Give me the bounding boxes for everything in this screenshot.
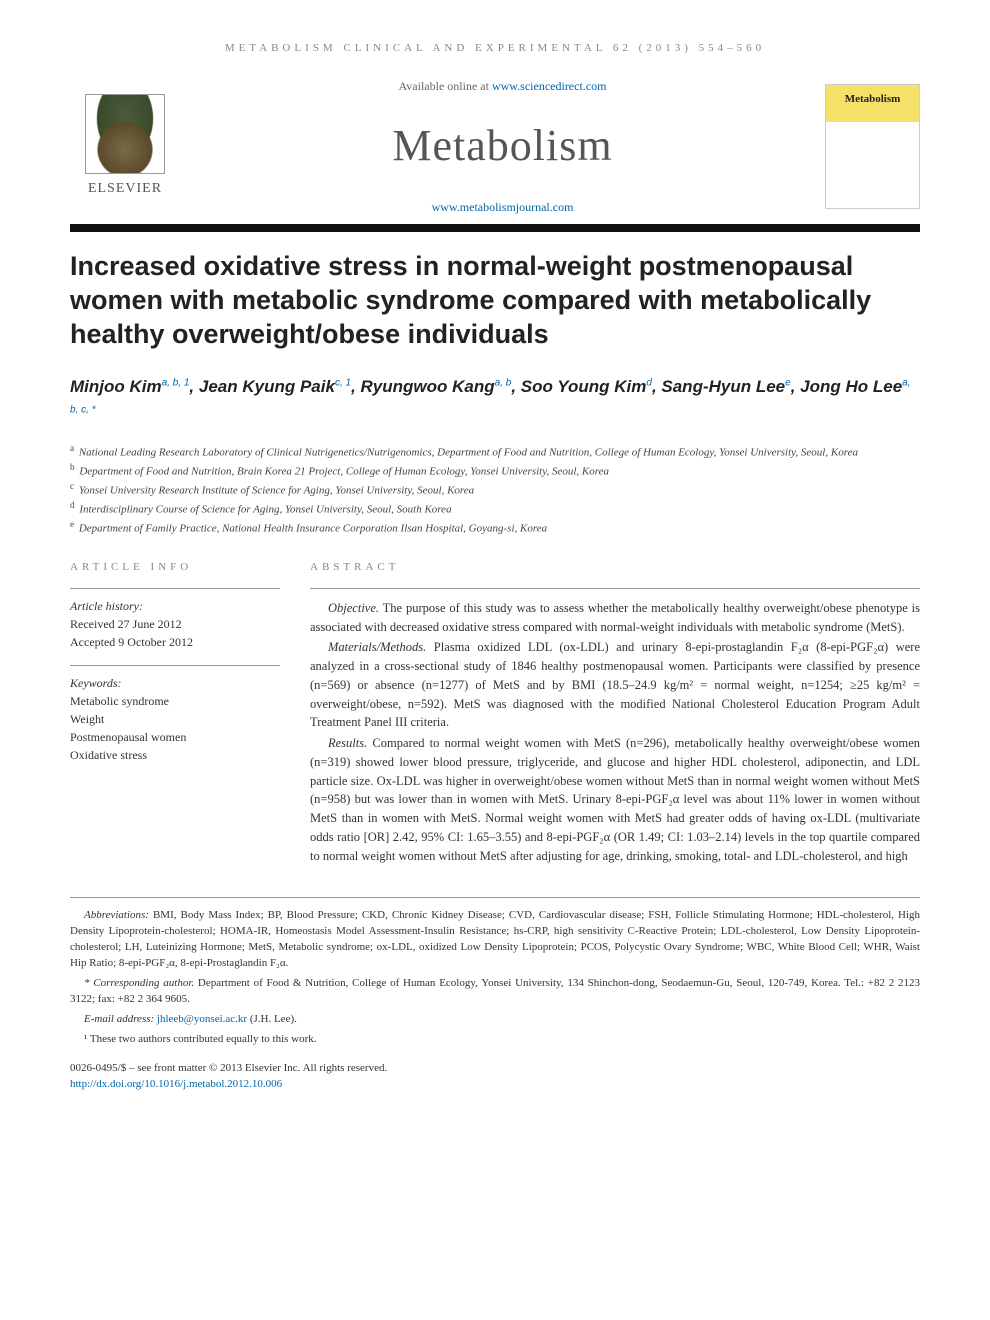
corresponding-author: * Corresponding author. Department of Fo… — [70, 976, 920, 1008]
author: Ryungwoo Kanga, b — [361, 377, 512, 396]
keywords-list: Metabolic syndromeWeightPostmenopausal w… — [70, 692, 280, 764]
running-head: METABOLISM CLINICAL AND EXPERIMENTAL 62 … — [70, 40, 920, 57]
email-label: E-mail address: — [84, 1013, 154, 1025]
keyword: Weight — [70, 710, 280, 728]
dark-rule — [70, 224, 920, 232]
keywords-label: Keywords: — [70, 674, 280, 692]
keyword: Metabolic syndrome — [70, 692, 280, 710]
journal-name: Metabolism — [180, 113, 825, 179]
email-link[interactable]: jhleeb@yonsei.ac.kr — [157, 1013, 247, 1025]
cover-thumbnail — [825, 84, 920, 209]
objective-label: Objective. — [328, 601, 379, 615]
journal-header: ELSEVIER Available online at www.science… — [70, 77, 920, 217]
header-center: Available online at www.sciencedirect.co… — [180, 77, 825, 217]
email-who: (J.H. Lee). — [250, 1013, 297, 1025]
author: Jean Kyung Paikc, 1 — [199, 377, 351, 396]
article-history-block: Article history: Received 27 June 2012 A… — [70, 588, 280, 651]
author: Sang-Hyun Leee — [661, 377, 790, 396]
corr-text: Department of Food & Nutrition, College … — [70, 977, 920, 1005]
results-label: Results. — [328, 736, 367, 750]
keyword: Oxidative stress — [70, 746, 280, 764]
email-line: E-mail address: jhleeb@yonsei.ac.kr (J.H… — [70, 1012, 920, 1028]
abbreviations: Abbreviations: BMI, Body Mass Index; BP,… — [70, 908, 920, 972]
equal-contribution: ¹ These two authors contributed equally … — [70, 1032, 920, 1048]
abbrev-text: BMI, Body Mass Index; BP, Blood Pressure… — [70, 909, 920, 969]
abstract-body: Objective. The purpose of this study was… — [310, 599, 920, 866]
article-title: Increased oxidative stress in normal-wei… — [70, 250, 920, 351]
abstract-methods: Materials/Methods. Plasma oxidized LDL (… — [310, 638, 920, 732]
affiliation: e Department of Family Practice, Nationa… — [70, 518, 920, 537]
methods-label: Materials/Methods. — [328, 640, 426, 654]
abbrev-label: Abbreviations: — [84, 909, 149, 921]
journal-url-link[interactable]: www.metabolismjournal.com — [432, 200, 574, 214]
abstract-heading: ABSTRACT — [310, 559, 920, 576]
author-list: Minjoo Kima, b, 1, Jean Kyung Paikc, 1, … — [70, 373, 920, 427]
elsevier-tree-icon — [85, 94, 165, 174]
corr-label: * Corresponding author. — [84, 977, 194, 989]
two-column-layout: ARTICLE INFO Article history: Received 2… — [70, 559, 920, 867]
sciencedirect-link[interactable]: www.sciencedirect.com — [492, 79, 607, 93]
abstract-column: ABSTRACT Objective. The purpose of this … — [310, 559, 920, 867]
abstract-results: Results. Compared to normal weight women… — [310, 734, 920, 865]
available-online: Available online at www.sciencedirect.co… — [180, 77, 825, 95]
footnotes: Abbreviations: BMI, Body Mass Index; BP,… — [70, 897, 920, 1048]
received-date: Received 27 June 2012 — [70, 615, 280, 633]
results-text: Compared to normal weight women with Met… — [310, 736, 920, 863]
doi-link[interactable]: http://dx.doi.org/10.1016/j.metabol.2012… — [70, 1078, 282, 1090]
publisher-name: ELSEVIER — [88, 178, 162, 199]
available-prefix: Available online at — [399, 79, 492, 93]
author: Soo Young Kimd — [521, 377, 652, 396]
objective-text: The purpose of this study was to assess … — [310, 601, 920, 634]
history-label: Article history: — [70, 597, 280, 615]
affiliation: c Yonsei University Research Institute o… — [70, 480, 920, 499]
affiliation: a National Leading Research Laboratory o… — [70, 442, 920, 461]
doi-block: 0026-0495/$ – see front matter © 2013 El… — [70, 1060, 920, 1093]
article-info-column: ARTICLE INFO Article history: Received 2… — [70, 559, 280, 867]
keyword: Postmenopausal women — [70, 728, 280, 746]
author: Minjoo Kima, b, 1 — [70, 377, 189, 396]
publisher-logo: ELSEVIER — [70, 86, 180, 206]
abstract-objective: Objective. The purpose of this study was… — [310, 599, 920, 637]
affiliation: b Department of Food and Nutrition, Brai… — [70, 461, 920, 480]
accepted-date: Accepted 9 October 2012 — [70, 633, 280, 651]
affiliation-list: a National Leading Research Laboratory o… — [70, 442, 920, 538]
thin-rule — [310, 588, 920, 589]
article-info-heading: ARTICLE INFO — [70, 559, 280, 576]
issn-line: 0026-0495/$ – see front matter © 2013 El… — [70, 1060, 920, 1077]
affiliation: d Interdisciplinary Course of Science fo… — [70, 499, 920, 518]
keywords-block: Keywords: Metabolic syndromeWeightPostme… — [70, 665, 280, 764]
